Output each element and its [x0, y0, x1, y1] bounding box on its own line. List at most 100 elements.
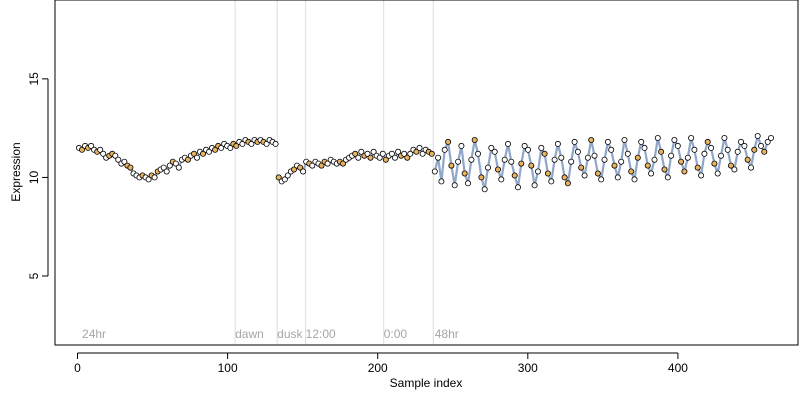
data-point [190, 150, 197, 157]
data-point [684, 154, 691, 161]
data-point [558, 154, 565, 161]
data-point [218, 144, 225, 151]
data-point [694, 164, 701, 171]
data-point [554, 140, 561, 147]
data-point [172, 160, 179, 167]
data-point [601, 156, 608, 163]
phase-annotation: 12:00 [306, 327, 336, 341]
data-point [471, 136, 478, 143]
phase-annotation: dawn [235, 327, 264, 341]
data-point [227, 144, 234, 151]
data-point [364, 150, 371, 157]
data-point [160, 164, 167, 171]
data-point [233, 142, 240, 149]
data-point [754, 132, 761, 139]
x-tick-label: 100 [218, 361, 238, 375]
data-point [604, 138, 611, 145]
data-point [511, 172, 518, 179]
data-point [568, 158, 575, 165]
data-point [734, 148, 741, 155]
data-point [564, 180, 571, 187]
data-point [528, 162, 535, 169]
data-point [79, 146, 86, 153]
data-point [691, 146, 698, 153]
data-point [206, 148, 213, 155]
data-point [671, 136, 678, 143]
data-point [508, 158, 515, 165]
data-point [184, 156, 191, 163]
data-point [272, 140, 279, 147]
data-point [458, 142, 465, 149]
data-point [751, 146, 758, 153]
data-point [395, 148, 402, 155]
data-point [571, 138, 578, 145]
data-point [591, 152, 598, 159]
data-point [578, 164, 585, 171]
data-point [491, 148, 498, 155]
data-point [413, 148, 420, 155]
data-point [464, 180, 471, 187]
data-point [541, 150, 548, 157]
data-point [758, 142, 765, 149]
data-point [764, 138, 771, 145]
data-point [145, 176, 152, 183]
data-point [451, 182, 458, 189]
data-point [718, 152, 725, 159]
x-axis-title: Sample index [390, 376, 463, 390]
data-point [588, 136, 595, 143]
data-point [641, 144, 648, 151]
data-point [525, 146, 532, 153]
data-point [721, 134, 728, 141]
data-point [100, 150, 107, 157]
data-point [379, 150, 386, 157]
data-point [163, 168, 170, 175]
data-point [404, 154, 411, 161]
data-point [538, 144, 545, 151]
data-point [494, 166, 501, 173]
data-point [504, 140, 511, 147]
phase-annotation: 0:00 [384, 327, 408, 341]
phase-annotation: dusk [277, 327, 303, 341]
data-point [704, 138, 711, 145]
y-tick-label: 5 [27, 272, 41, 279]
data-point [618, 158, 625, 165]
data-point [88, 142, 95, 149]
data-point [391, 154, 398, 161]
data-point [628, 168, 635, 175]
y-tick-label: 10 [27, 170, 41, 184]
data-point [748, 164, 755, 171]
data-point [309, 162, 316, 169]
data-point [481, 186, 488, 193]
data-point [474, 150, 481, 157]
data-point [658, 148, 665, 155]
data-point [445, 138, 452, 145]
data-point [355, 154, 362, 161]
data-point [488, 144, 495, 151]
data-point [744, 156, 751, 163]
data-point [438, 178, 445, 185]
data-point [431, 168, 438, 175]
data-point [281, 176, 288, 183]
phase-annotation: 24hr [82, 327, 106, 341]
y-tick-label: 15 [27, 72, 41, 86]
y-axis: 5 10 15 [27, 72, 49, 279]
data-point [634, 154, 641, 161]
plot-frame [54, 0, 799, 346]
data-point [461, 170, 468, 177]
data-point [382, 156, 389, 163]
x-tick-label: 400 [668, 361, 688, 375]
data-point [407, 150, 414, 157]
data-point [648, 170, 655, 177]
data-points [76, 132, 775, 193]
data-point [478, 174, 485, 181]
data-point [388, 150, 395, 157]
data-point [548, 178, 555, 185]
data-point [594, 170, 601, 177]
data-point [352, 150, 359, 157]
phase-annotation: 48hr [435, 327, 459, 341]
data-point [401, 150, 408, 157]
data-point [608, 146, 615, 153]
data-point [300, 168, 307, 175]
data-point [284, 172, 291, 179]
